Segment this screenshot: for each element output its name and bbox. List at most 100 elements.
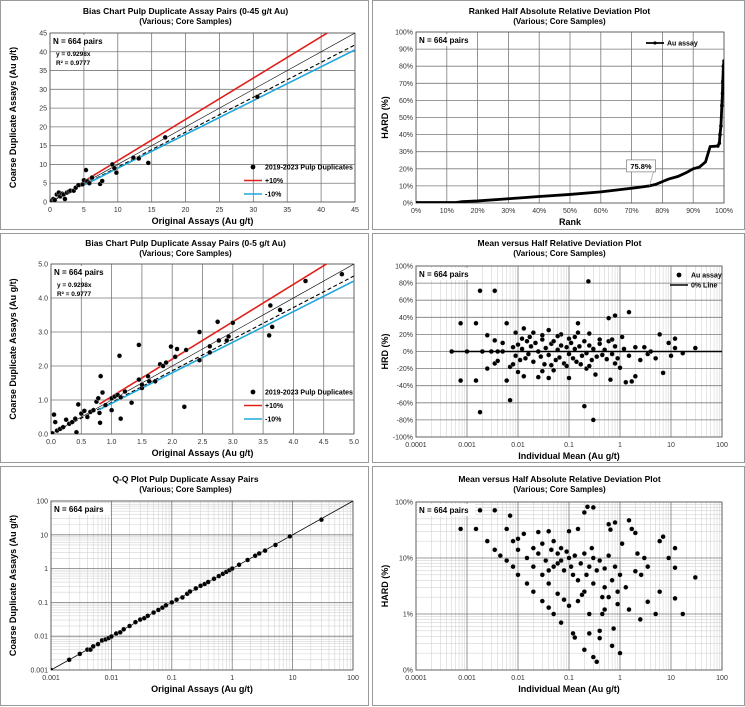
data-point bbox=[510, 564, 516, 570]
data-point bbox=[525, 351, 531, 357]
data-point bbox=[566, 603, 572, 609]
x-tick-label: 0.001 bbox=[42, 675, 60, 682]
x-tick-label: 0 bbox=[48, 207, 52, 214]
data-point bbox=[602, 607, 608, 613]
data-point bbox=[524, 555, 530, 561]
trend-equation: y = 0.9298x bbox=[56, 51, 91, 58]
legend-entry: -10% bbox=[244, 417, 282, 424]
data-point bbox=[645, 564, 651, 570]
data-point bbox=[543, 558, 549, 564]
data-point bbox=[546, 375, 552, 381]
legend-entry: 2019-2023 Pulp Duplicates bbox=[250, 164, 353, 172]
data-point bbox=[597, 558, 603, 564]
data-point bbox=[666, 555, 672, 561]
data-point bbox=[86, 180, 92, 186]
x-axis-label: Original Assays (Au g/t) bbox=[152, 448, 254, 458]
x-tick-label: 4.0 bbox=[289, 439, 299, 446]
y-tick-label: 40 bbox=[39, 49, 47, 56]
data-point bbox=[546, 352, 552, 358]
data-point bbox=[95, 395, 101, 401]
series-line-1 bbox=[50, 44, 355, 202]
y-tick-label: 100% bbox=[395, 500, 413, 507]
series-layer bbox=[416, 59, 724, 203]
plot-frame bbox=[415, 501, 723, 671]
y-tick-label: 50% bbox=[399, 115, 413, 122]
data-point bbox=[660, 370, 666, 376]
data-point bbox=[626, 607, 632, 613]
data-point bbox=[657, 589, 663, 595]
mean-vs-hard-chart: 0.0001 0.001 0.01 0.1 1 10 100 0% 1% 10% 100% Mean … bbox=[380, 474, 728, 694]
data-point bbox=[510, 538, 516, 544]
plot-frame bbox=[50, 263, 355, 435]
data-point bbox=[612, 343, 618, 349]
data-point bbox=[617, 650, 623, 656]
x-axis-label: Individual Mean (Au g/t) bbox=[518, 451, 620, 461]
data-point bbox=[528, 343, 534, 349]
data-point bbox=[581, 551, 587, 557]
data-point bbox=[95, 641, 101, 647]
data-point bbox=[581, 509, 587, 516]
data-point bbox=[572, 334, 578, 340]
data-point bbox=[90, 643, 96, 649]
data-point bbox=[272, 542, 278, 548]
data-point bbox=[599, 594, 605, 600]
data-point bbox=[720, 103, 724, 108]
series-layer bbox=[449, 278, 722, 423]
data-point bbox=[672, 565, 678, 571]
data-point bbox=[207, 343, 213, 349]
chart-subtitle: (Various; Core Samples) bbox=[513, 17, 606, 26]
data-point bbox=[546, 567, 552, 573]
data-point bbox=[174, 346, 180, 352]
data-point bbox=[623, 584, 629, 590]
data-point bbox=[318, 517, 324, 523]
legend-label: Au assay bbox=[667, 41, 698, 48]
x-tick-label: 0.0001 bbox=[405, 675, 427, 682]
data-point bbox=[575, 598, 581, 604]
data-point bbox=[672, 336, 678, 342]
data-point bbox=[555, 333, 561, 339]
data-point bbox=[553, 357, 559, 363]
series-layer bbox=[51, 501, 353, 670]
data-point bbox=[473, 526, 479, 532]
legend-marker-icon bbox=[250, 389, 256, 395]
x-tick-label: 10% bbox=[440, 208, 454, 215]
data-point bbox=[590, 555, 596, 561]
data-point bbox=[96, 410, 103, 416]
legend-marker-icon bbox=[250, 164, 256, 170]
data-point bbox=[162, 134, 168, 140]
data-point bbox=[590, 346, 596, 352]
data-point bbox=[530, 330, 536, 336]
legend-entry: 2019-2023 Pulp Duplicates bbox=[250, 389, 353, 397]
data-point bbox=[575, 330, 581, 336]
data-point bbox=[69, 419, 75, 425]
data-point bbox=[597, 628, 603, 634]
y-tick-label: -80% bbox=[397, 417, 413, 424]
data-point bbox=[236, 562, 242, 568]
y-tick-label: 15 bbox=[39, 143, 47, 150]
chart-title: Mean versus Half Absolute Relative Devia… bbox=[458, 474, 660, 484]
data-point bbox=[626, 309, 632, 315]
x-tick-label: 3.5 bbox=[258, 439, 268, 446]
data-point bbox=[720, 91, 724, 96]
y-tick-label: 0.1 bbox=[38, 600, 48, 607]
data-point bbox=[519, 346, 525, 352]
data-point bbox=[716, 144, 720, 148]
data-point bbox=[558, 342, 564, 349]
y-tick-label: 30% bbox=[399, 149, 413, 156]
series-line-0 bbox=[51, 264, 354, 434]
data-point bbox=[558, 558, 564, 564]
data-point bbox=[606, 594, 612, 600]
data-point bbox=[530, 589, 536, 595]
data-point bbox=[530, 564, 536, 570]
x-tick-label: 10 bbox=[289, 675, 297, 682]
data-point bbox=[586, 363, 592, 369]
data-point bbox=[169, 599, 175, 605]
data-point bbox=[555, 560, 561, 566]
data-point bbox=[581, 403, 587, 409]
data-point bbox=[606, 315, 612, 321]
chart-title: Bias Chart Pulp Duplicate Assay Pairs (0… bbox=[85, 238, 286, 248]
data-point bbox=[619, 334, 625, 340]
y-tick-label: 100 bbox=[36, 499, 48, 506]
data-point bbox=[229, 566, 235, 572]
data-point bbox=[573, 359, 580, 365]
